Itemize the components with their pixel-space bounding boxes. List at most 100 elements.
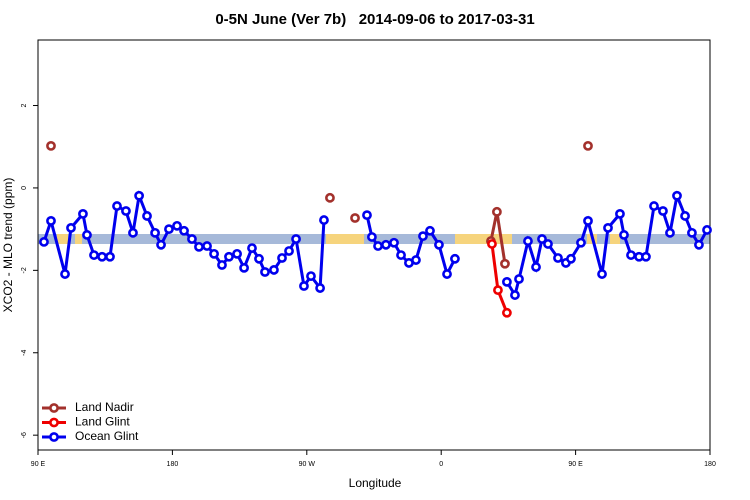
x-axis-label: Longitude <box>349 476 402 490</box>
data-point <box>694 239 704 250</box>
data-point <box>373 241 383 251</box>
data-point <box>566 253 576 264</box>
data-point <box>434 239 444 250</box>
data-point <box>514 274 524 284</box>
chart-title: 0-5N June (Ver 7b) 2014-09-06 to 2017-03… <box>215 11 534 28</box>
land-band <box>75 234 82 244</box>
legend-marker <box>49 417 59 428</box>
data-point <box>247 243 257 253</box>
data-point <box>164 224 174 235</box>
data-point <box>553 253 563 263</box>
data-point <box>105 251 115 262</box>
data-point <box>150 227 160 238</box>
y-tick-label: 2 <box>21 103 28 107</box>
data-point <box>89 250 99 260</box>
y-tick-label: 0 <box>21 186 28 190</box>
data-point <box>187 234 197 244</box>
data-point <box>649 201 659 211</box>
legend-label: Land Nadir <box>75 400 134 414</box>
data-point <box>299 281 309 291</box>
data-point <box>396 250 406 260</box>
data-point <box>500 258 510 269</box>
data-point <box>46 215 56 226</box>
data-point <box>418 231 428 242</box>
data-point <box>78 208 88 219</box>
data-point <box>510 290 520 300</box>
data-point <box>142 211 152 221</box>
data-point <box>502 276 512 287</box>
data-point <box>597 269 607 279</box>
data-point <box>112 201 122 211</box>
data-point <box>46 140 56 151</box>
data-point <box>217 260 227 270</box>
data-point <box>680 211 690 221</box>
data-point <box>350 213 360 223</box>
data-point <box>260 267 270 277</box>
data-point <box>66 222 76 233</box>
legend-marker <box>49 432 59 442</box>
data-point <box>389 237 399 248</box>
data-point <box>425 225 435 236</box>
data-point <box>576 237 586 248</box>
data-point <box>202 241 212 251</box>
data-point <box>39 237 49 247</box>
data-point <box>583 140 593 151</box>
land-band <box>326 234 364 244</box>
data-point <box>615 208 625 219</box>
data-point <box>381 239 391 250</box>
x-tick-label: 180 <box>704 461 716 468</box>
data-point <box>194 241 204 252</box>
data-point <box>492 206 502 217</box>
legend-marker <box>49 403 59 413</box>
data-point <box>172 220 182 231</box>
data-point <box>319 215 329 225</box>
data-point <box>97 251 107 262</box>
x-tick-label: 180 <box>167 461 179 468</box>
x-tick-label: 90 E <box>31 461 46 468</box>
x-tick-label: 90 E <box>568 461 583 468</box>
data-point <box>82 230 92 240</box>
data-point <box>658 206 668 216</box>
data-point <box>224 251 234 262</box>
data-point <box>641 251 651 262</box>
data-point <box>367 232 377 242</box>
y-tick-label: -4 <box>21 350 28 356</box>
data-point <box>502 307 512 318</box>
data-point <box>306 271 316 282</box>
data-point <box>128 227 138 238</box>
data-point <box>531 262 541 272</box>
data-point <box>315 283 325 293</box>
data-point <box>254 253 264 264</box>
legend-label: Land Glint <box>75 415 130 429</box>
land-band <box>610 234 620 244</box>
data-point <box>277 253 287 263</box>
data-point <box>493 285 503 296</box>
data-point <box>603 222 613 233</box>
data-point <box>487 239 497 249</box>
data-point <box>179 225 189 236</box>
data-point <box>665 227 675 238</box>
data-point <box>232 248 242 259</box>
data-point <box>209 248 219 259</box>
data-point <box>362 210 372 221</box>
plot-frame <box>37 39 711 451</box>
data-point <box>523 236 533 246</box>
data-point <box>121 206 131 216</box>
y-tick-label: -2 <box>21 267 28 273</box>
data-point <box>702 225 712 235</box>
data-point <box>291 234 301 244</box>
data-point <box>687 227 697 238</box>
data-point <box>411 255 421 265</box>
y-axis-label: XCO2 - MLO trend (ppm) <box>1 178 15 313</box>
data-point <box>450 253 460 264</box>
land-band <box>455 234 512 244</box>
data-point <box>239 262 249 273</box>
x-tick-label: 90 W <box>299 461 316 468</box>
data-point <box>442 269 452 279</box>
land-band <box>57 234 68 244</box>
data-point <box>269 265 279 275</box>
x-tick-label: 0 <box>439 461 443 468</box>
data-point <box>325 192 335 203</box>
